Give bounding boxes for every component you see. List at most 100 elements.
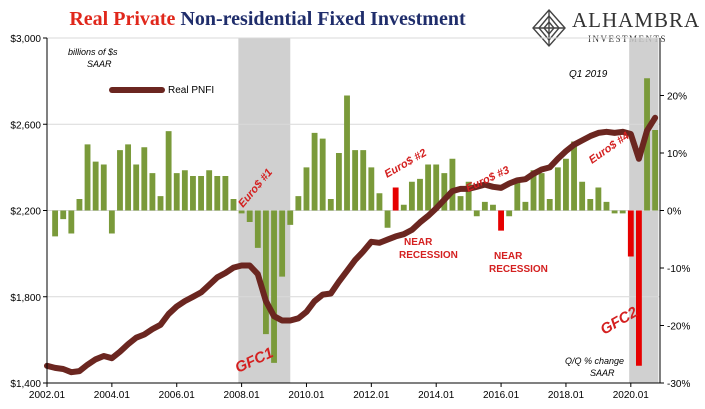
bar-56 [506,210,513,217]
chart-title-part1: Real Private [69,8,176,30]
annotation-near-recession-1: NEAR RECESSION [399,237,458,261]
bar-25 [254,210,261,248]
bar-3 [76,199,83,211]
bar-2 [68,210,75,234]
right-tick-label-3: 0% [667,207,682,218]
right-tick-label-5: 20% [667,92,687,103]
bar-16 [181,170,188,211]
bar-24 [246,210,253,222]
bar-71 [627,210,634,257]
bar-67 [595,187,602,211]
left-tick-label-1: $1,800 [10,293,41,304]
bar-69 [611,210,618,214]
left-tick-label-2: $2,200 [10,207,41,218]
bar-39 [368,167,375,211]
bar-8 [117,150,123,211]
bar-27 [271,210,277,363]
bar-59 [530,170,537,211]
bar-18 [198,176,204,211]
bar-37 [352,150,359,211]
annotation-euro2: Euro$ #2 [383,147,429,181]
right-tick-label-0: -30% [667,379,690,390]
bar-53 [481,201,488,211]
bar-5 [92,161,99,211]
bar-46 [425,164,432,211]
bar-38 [360,150,367,211]
bar-10 [133,164,140,211]
bar-17 [190,176,196,211]
bar-26 [263,210,269,335]
diamond-emblem-icon [532,8,566,48]
bar-64 [571,141,577,211]
bar-61 [546,199,553,211]
bar-32 [311,132,318,211]
bar-30 [295,196,302,211]
bar-55 [498,210,504,231]
annotation-near-recession-2: NEAR RECESSION [489,251,548,275]
logo-name: ALHAMBRA [572,8,701,32]
left-axis-label-line1: billions of $s [68,47,118,57]
bar-14 [165,131,172,211]
chart-title-part2: Non-residential Fixed Investment [180,8,466,30]
x-tick-label-5: 2012.01 [353,390,390,401]
x-tick-label-6: 2014.01 [418,390,455,401]
bar-34 [327,199,334,211]
bar-73 [644,78,650,211]
left-tick-label-3: $2,600 [10,120,41,131]
left-tick-label-0: $1,400 [10,379,41,390]
right-tick-label-2: -10% [667,264,690,275]
bar-42 [392,187,399,211]
bar-9 [125,144,132,211]
annotation-euro3: Euro$ #3 [464,164,511,195]
series-line-real-pnfi [44,114,659,376]
bar-11 [141,147,148,211]
chart-title: Real Private Non-residential Fixed Inves… [0,8,535,31]
bar-52 [473,210,480,217]
bar-36 [344,95,350,211]
x-tick-label-8: 2018.01 [548,390,585,401]
bar-31 [303,167,310,211]
logo-subtitle: INVESTMENTS [588,34,667,44]
bar-51 [465,181,472,211]
bar-68 [603,201,610,211]
bar-44 [408,181,415,211]
bar-21 [222,176,229,211]
bar-29 [287,210,294,225]
bar-65 [579,181,586,211]
x-tick-label-0: 2002.01 [29,390,66,401]
right-axis-label-line2: SAAR [590,368,615,378]
bar-19 [206,170,213,211]
alhambra-logo: ALHAMBRA INVESTMENTS [531,8,701,48]
x-tick-label-7: 2016.01 [483,390,520,401]
bar-57 [514,181,521,211]
bar-4 [84,144,91,211]
bar-62 [554,167,561,211]
bar-70 [619,210,626,214]
x-tick-label-1: 2004.01 [94,390,131,401]
bar-50 [457,196,464,211]
bar-1 [60,210,67,220]
bar-63 [563,158,569,211]
bar-23 [238,210,245,214]
x-tick-label-2: 2006.01 [159,390,196,401]
legend-label: Real PNFI [168,85,214,96]
bar-60 [538,173,545,211]
bar-12 [149,173,156,211]
x-tick-label-4: 2010.01 [288,390,325,401]
bar-13 [157,196,164,211]
bar-20 [214,176,221,211]
right-axis-label-line1: Q/Q % change [565,356,624,366]
left-tick-label-4: $3,000 [10,34,41,45]
left-axis-label-line2: SAAR [87,59,112,69]
bar-6 [100,164,107,211]
bar-28 [279,210,286,277]
annotation-q1-2019: Q1 2019 [569,69,608,80]
bar-43 [400,204,407,211]
right-tick-label-4: 10% [667,149,687,160]
bar-22 [230,199,237,211]
bar-15 [173,173,180,211]
bar-47 [433,164,440,211]
bar-41 [384,210,391,228]
